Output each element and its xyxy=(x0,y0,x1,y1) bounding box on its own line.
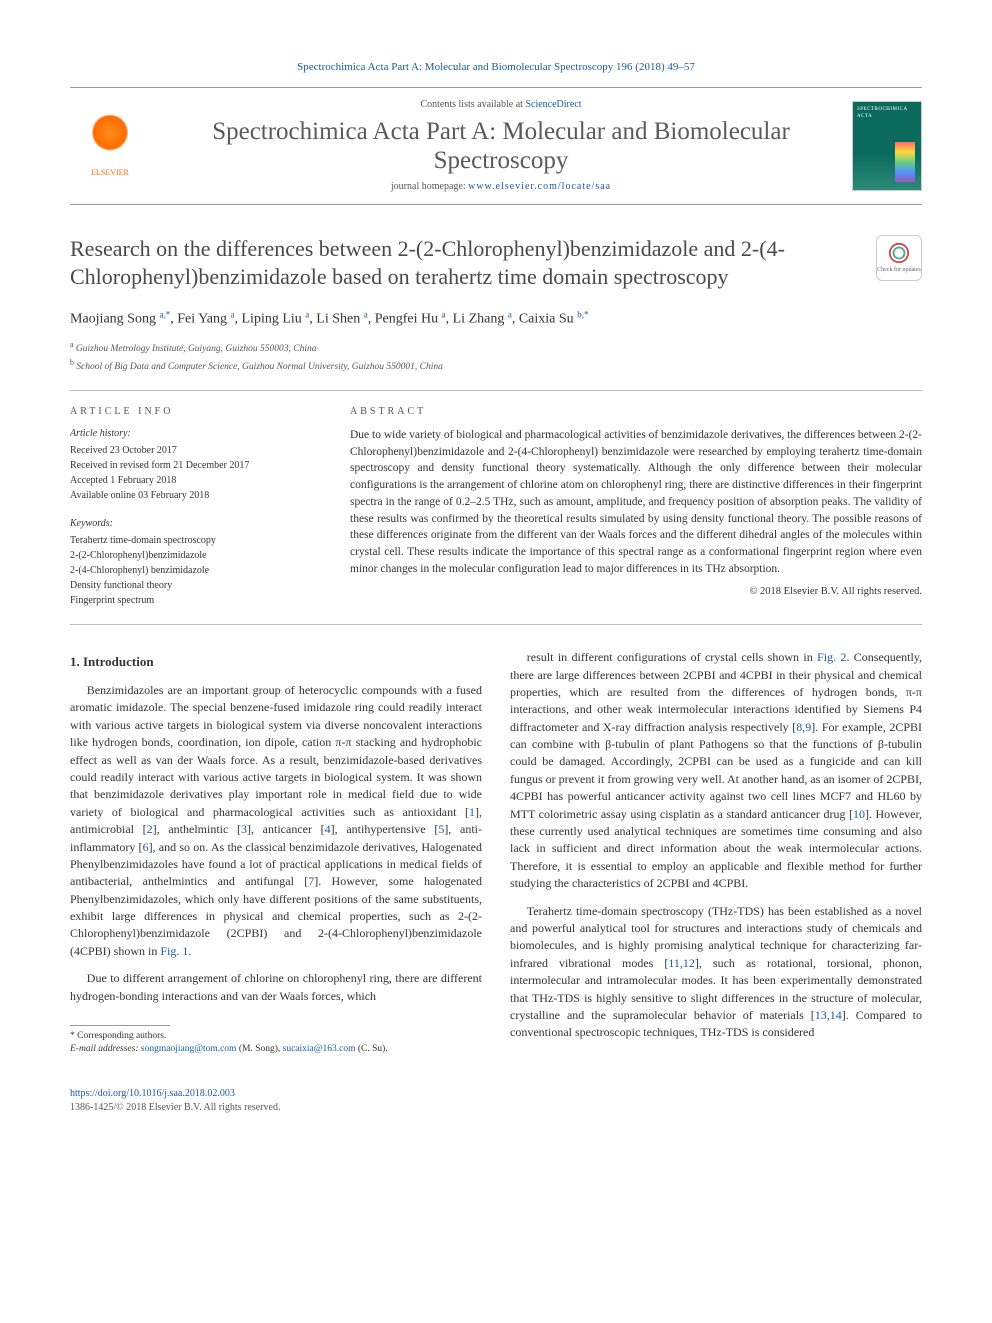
check-updates-badge[interactable]: Check for updates xyxy=(876,235,922,281)
crossmark-icon xyxy=(888,242,910,264)
sciencedirect-link[interactable]: ScienceDirect xyxy=(525,99,581,110)
journal-cover-thumbnail xyxy=(852,101,922,191)
intro-heading: 1. Introduction xyxy=(70,653,482,672)
article-title: Research on the differences between 2-(2… xyxy=(70,235,856,292)
citation-link[interactable]: 7 xyxy=(308,874,314,888)
divider xyxy=(70,390,922,391)
divider xyxy=(70,624,922,625)
body-paragraph: result in different configurations of cr… xyxy=(510,649,922,892)
history-item: Accepted 1 February 2018 xyxy=(70,473,310,488)
history-label: Article history: xyxy=(70,427,310,441)
citation-link[interactable]: 11,12 xyxy=(668,956,695,970)
citation-link[interactable]: 4 xyxy=(325,822,331,836)
check-updates-label: Check for updates xyxy=(877,266,921,274)
homepage-prefix: journal homepage: xyxy=(391,181,468,192)
affiliation-item: b School of Big Data and Computer Scienc… xyxy=(70,357,922,374)
homepage-link[interactable]: www.elsevier.com/locate/saa xyxy=(468,181,611,192)
corresponding-footnote: * Corresponding authors. E-mail addresse… xyxy=(70,1030,482,1057)
issn-copyright: 1386-1425/© 2018 Elsevier B.V. All right… xyxy=(70,1101,922,1115)
contents-prefix: Contents lists available at xyxy=(420,99,525,110)
footnote-separator xyxy=(70,1025,170,1026)
citation-link[interactable]: 6 xyxy=(143,840,149,854)
body-paragraph: Benzimidazoles are an important group of… xyxy=(70,682,482,960)
citation-link[interactable]: 8,9 xyxy=(796,720,811,734)
figure-link[interactable]: Fig. 1 xyxy=(160,944,188,958)
affiliations: a Guizhou Metrology Institute, Guiyang, … xyxy=(70,339,922,374)
journal-title: Spectrochimica Acta Part A: Molecular an… xyxy=(170,118,832,176)
journal-homepage: journal homepage: www.elsevier.com/locat… xyxy=(170,180,832,194)
citation-link[interactable]: 13,14 xyxy=(815,1008,842,1022)
corresponding-label: * Corresponding authors. xyxy=(70,1030,482,1043)
keyword-item: 2-(4-Chlorophenyl) benzimidazole xyxy=(70,563,310,578)
elsevier-logo: ELSEVIER xyxy=(70,115,150,178)
email-link[interactable]: sucaixia@163.com xyxy=(283,1044,356,1054)
elsevier-label: ELSEVIER xyxy=(91,167,129,178)
abstract-copyright: © 2018 Elsevier B.V. All rights reserved… xyxy=(350,585,922,600)
emails-prefix: E-mail addresses: xyxy=(70,1044,141,1054)
journal-ref-link[interactable]: Spectrochimica Acta Part A: Molecular an… xyxy=(297,61,695,73)
keyword-item: Terahertz time-domain spectroscopy xyxy=(70,533,310,548)
affiliation-item: a Guizhou Metrology Institute, Guiyang, … xyxy=(70,339,922,356)
citation-link[interactable]: 5 xyxy=(438,822,444,836)
elsevier-tree-icon xyxy=(85,115,135,165)
email-link[interactable]: songmaojiang@tom.com xyxy=(141,1044,237,1054)
history-item: Received in revised form 21 December 201… xyxy=(70,458,310,473)
citation-link[interactable]: 1 xyxy=(469,805,475,819)
doi-link[interactable]: https://doi.org/10.1016/j.saa.2018.02.00… xyxy=(70,1088,235,1099)
page-footer: https://doi.org/10.1016/j.saa.2018.02.00… xyxy=(70,1087,922,1115)
keyword-item: Fingerprint spectrum xyxy=(70,593,310,608)
keywords-label: Keywords: xyxy=(70,517,310,531)
body-paragraph: Due to different arrangement of chlorine… xyxy=(70,970,482,1005)
figure-link[interactable]: Fig. 2 xyxy=(817,650,846,664)
article-body: 1. Introduction Benzimidazoles are an im… xyxy=(70,649,922,1056)
email-attribution: (M. Song), xyxy=(236,1044,282,1054)
author-list: Maojiang Song a,*, Fei Yang a, Liping Li… xyxy=(70,308,922,329)
email-attribution: (C. Su). xyxy=(356,1044,388,1054)
body-paragraph: Terahertz time-domain spectroscopy (THz-… xyxy=(510,903,922,1042)
keyword-item: Density functional theory xyxy=(70,578,310,593)
journal-header: ELSEVIER Contents lists available at Sci… xyxy=(70,87,922,205)
article-info-label: ARTICLE INFO xyxy=(70,405,310,419)
citation-link[interactable]: 2 xyxy=(147,822,153,836)
citation-link[interactable]: 3 xyxy=(241,822,247,836)
email-line: E-mail addresses: songmaojiang@tom.com (… xyxy=(70,1043,482,1056)
abstract-text: Due to wide variety of biological and ph… xyxy=(350,427,922,577)
contents-available: Contents lists available at ScienceDirec… xyxy=(170,98,832,112)
keyword-item: 2-(2-Chlorophenyl)benzimidazole xyxy=(70,548,310,563)
history-item: Available online 03 February 2018 xyxy=(70,488,310,503)
citation-link[interactable]: 10 xyxy=(853,807,865,821)
journal-reference: Spectrochimica Acta Part A: Molecular an… xyxy=(70,60,922,75)
history-item: Received 23 October 2017 xyxy=(70,443,310,458)
abstract-label: ABSTRACT xyxy=(350,405,922,419)
